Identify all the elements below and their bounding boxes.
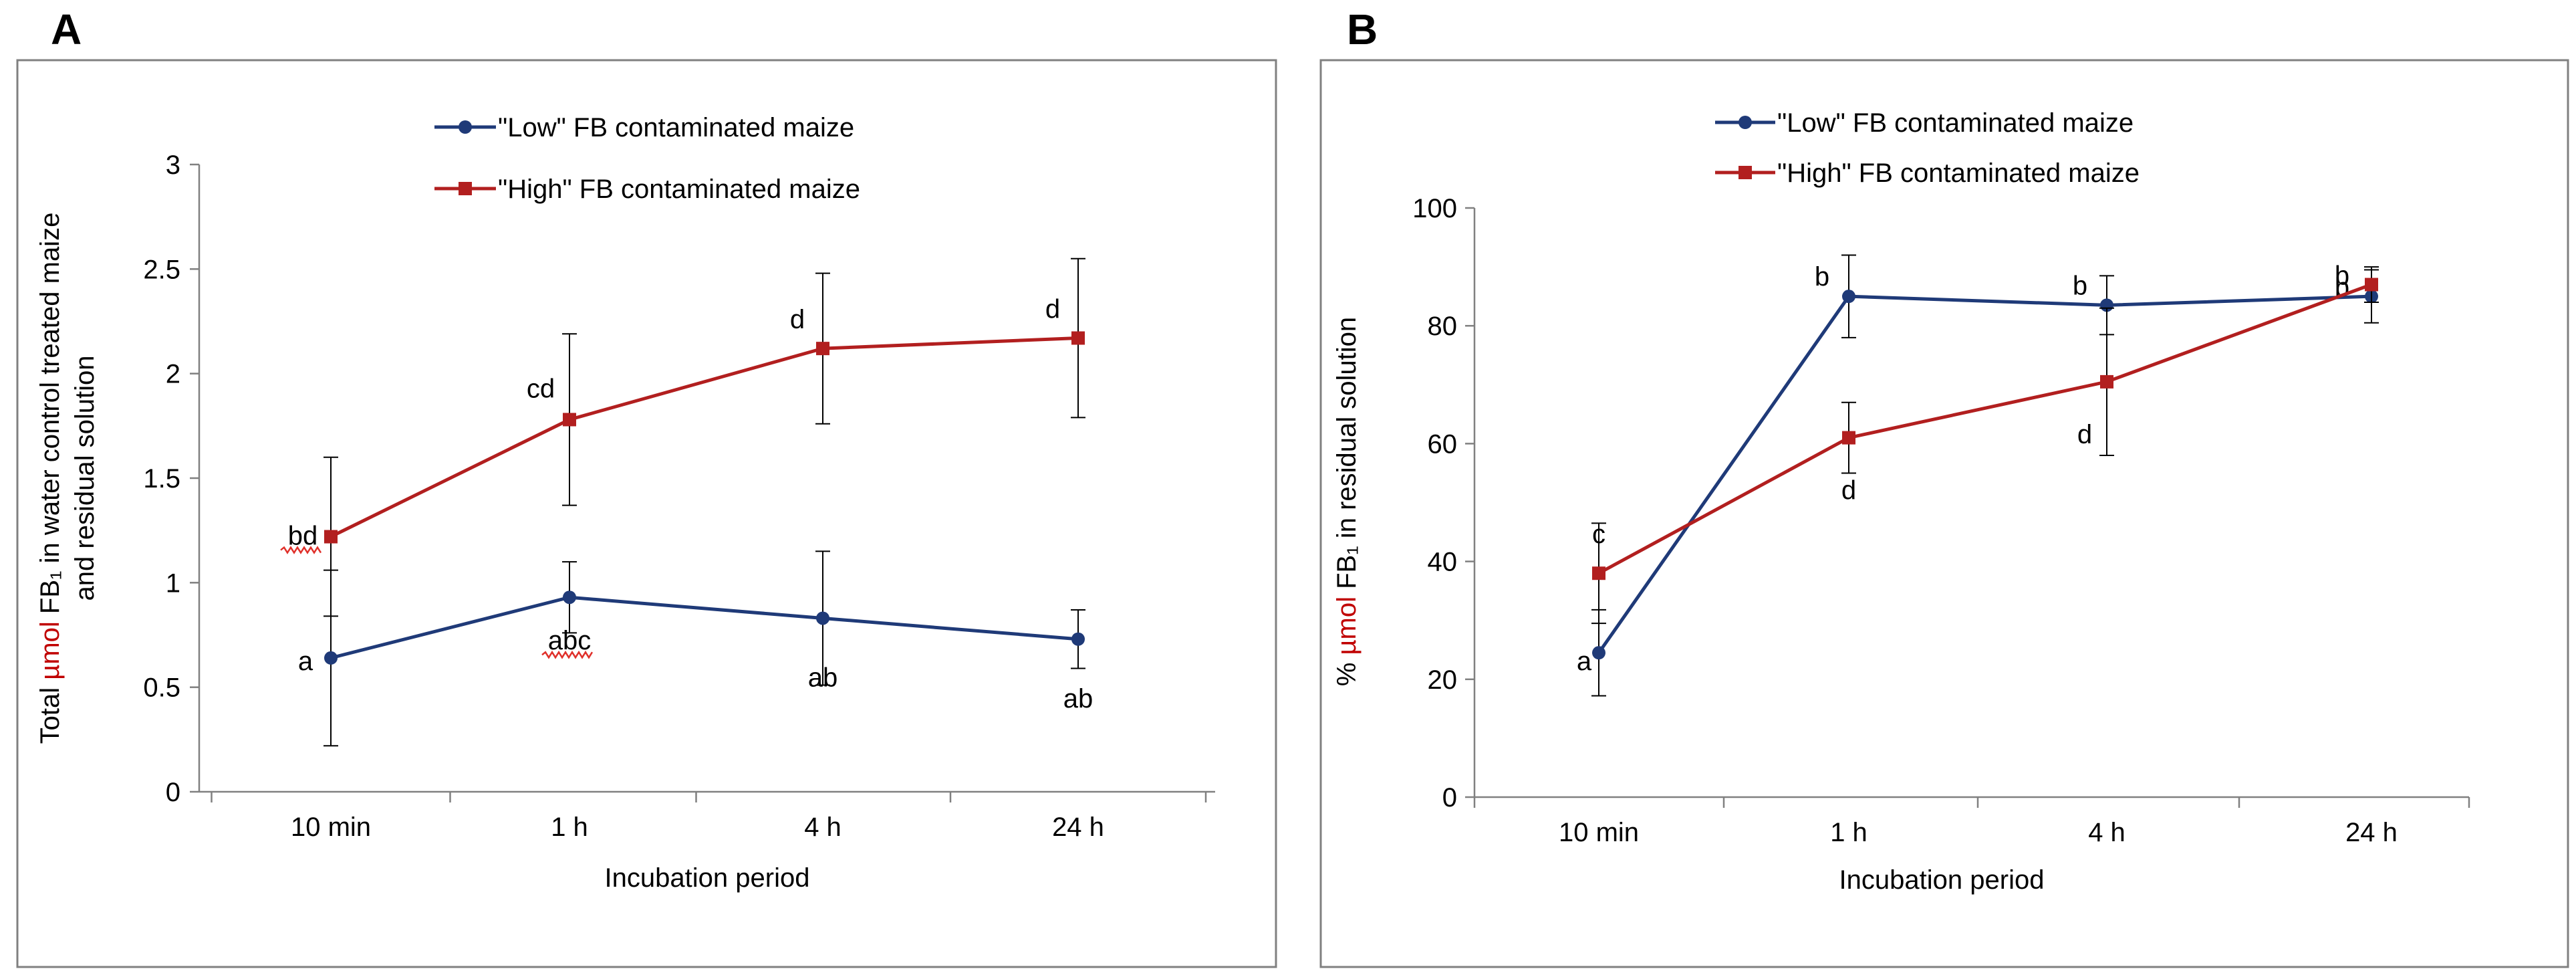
panel-b-letter: B <box>1347 5 1378 53</box>
y-axis-title-prefix: Total <box>35 680 65 744</box>
y-axis-title-suffix: FB₁ in residual solution <box>1332 317 1362 597</box>
data-point <box>1592 566 1605 580</box>
x-axis-title: Incubation period <box>605 863 810 893</box>
y-tick-label: 0 <box>166 778 180 807</box>
significance-label: b <box>2073 271 2087 300</box>
x-tick-label: 10 min <box>291 812 371 842</box>
y-axis-title-prefix: % <box>1332 655 1362 686</box>
significance-label: bd <box>288 522 318 551</box>
significance-label: b <box>1815 262 1829 292</box>
spellcheck-underline <box>541 650 594 659</box>
data-point <box>816 342 829 356</box>
y-tick-label: 80 <box>1428 312 1458 341</box>
y-tick-label: 60 <box>1428 429 1458 459</box>
significance-label: d <box>790 305 805 334</box>
x-tick-label: 4 h <box>2088 818 2126 847</box>
y-tick-label: 1 <box>166 568 180 598</box>
series-line <box>330 336 1079 538</box>
legend-marker <box>459 120 472 134</box>
significance-label: d <box>1841 476 1856 506</box>
legend-marker <box>1738 116 1752 129</box>
x-tick-label: 10 min <box>1559 818 1639 847</box>
y-axis-title-unit: µmol <box>35 621 65 680</box>
y-axis-title-unit: µmol <box>1332 597 1362 655</box>
y-tick-label: 40 <box>1428 548 1458 577</box>
data-point <box>2100 374 2113 389</box>
panel-a-frame <box>16 59 1277 968</box>
x-axis-title: Incubation period <box>1839 865 2045 895</box>
y-axis-title-line2: and residual solution <box>70 356 100 601</box>
data-point <box>2365 278 2378 292</box>
significance-label: a <box>298 647 313 676</box>
x-tick-label: 24 h <box>2345 818 2398 847</box>
data-point <box>1071 331 1085 345</box>
legend-marker <box>1738 166 1752 179</box>
y-tick-label: 0.5 <box>143 673 180 703</box>
significance-label: d <box>2077 420 2092 449</box>
series-line <box>1597 283 2372 575</box>
panel-a-letter: A <box>51 5 82 53</box>
data-point <box>324 651 338 665</box>
y-tick-label: 100 <box>1412 194 1457 223</box>
significance-label: d <box>1045 295 1060 324</box>
series-line <box>1597 294 2372 654</box>
y-axis-title: % µmol FB₁ in residual solution <box>1332 317 1362 686</box>
y-axis-title-suffix: FB₁ in water control treated maize <box>35 213 65 622</box>
y-axis-title: Total µmol FB₁ in water control treated … <box>35 213 65 744</box>
data-point <box>324 530 338 544</box>
y-tick-label: 0 <box>1442 783 1457 812</box>
legend-marker <box>459 182 472 195</box>
significance-label: a <box>1577 647 1592 676</box>
y-tick-label: 3 <box>166 150 180 180</box>
data-point <box>1592 646 1605 660</box>
data-point <box>816 611 829 625</box>
legend-label: "Low" FB contaminated maize <box>1777 108 2134 138</box>
legend-label: "High" FB contaminated maize <box>1777 158 2140 188</box>
significance-label: ab <box>808 663 838 692</box>
x-tick-label: 1 h <box>551 812 588 842</box>
significance-label: c <box>1592 520 1605 549</box>
legend-label: "Low" FB contaminated maize <box>498 113 854 142</box>
y-tick-label: 1.5 <box>143 464 180 494</box>
data-point <box>563 590 576 605</box>
panel-b-chart: 0 20 40 60 80 100 10 min 1 h 4 h 24 h Incubation p… <box>1332 108 2470 895</box>
y-tick-label: 2.5 <box>143 255 180 284</box>
significance-label: cd <box>527 374 555 403</box>
panel-b-frame <box>1319 59 2569 968</box>
x-tick-label: 1 h <box>1830 818 1867 847</box>
data-point <box>563 413 576 427</box>
x-tick-label: 24 h <box>1052 812 1104 842</box>
y-tick-label: 2 <box>166 360 180 389</box>
data-point <box>1842 290 1855 304</box>
data-point <box>1842 431 1855 445</box>
significance-label: ab <box>1063 684 1093 714</box>
x-tick-label: 4 h <box>804 812 842 842</box>
significance-label: b <box>2335 261 2349 291</box>
spellcheck-underline <box>280 546 322 554</box>
panel-a-chart: 0 0.5 1 1.5 2 2.5 3 10 min 1 h 4 h 24 h Incubation … <box>35 113 1215 893</box>
series-line <box>330 595 1079 660</box>
y-tick-label: 20 <box>1428 665 1458 695</box>
significance-label: abc <box>548 626 592 655</box>
legend-label: "High" FB contaminated maize <box>498 175 860 204</box>
data-point <box>1071 632 1085 646</box>
